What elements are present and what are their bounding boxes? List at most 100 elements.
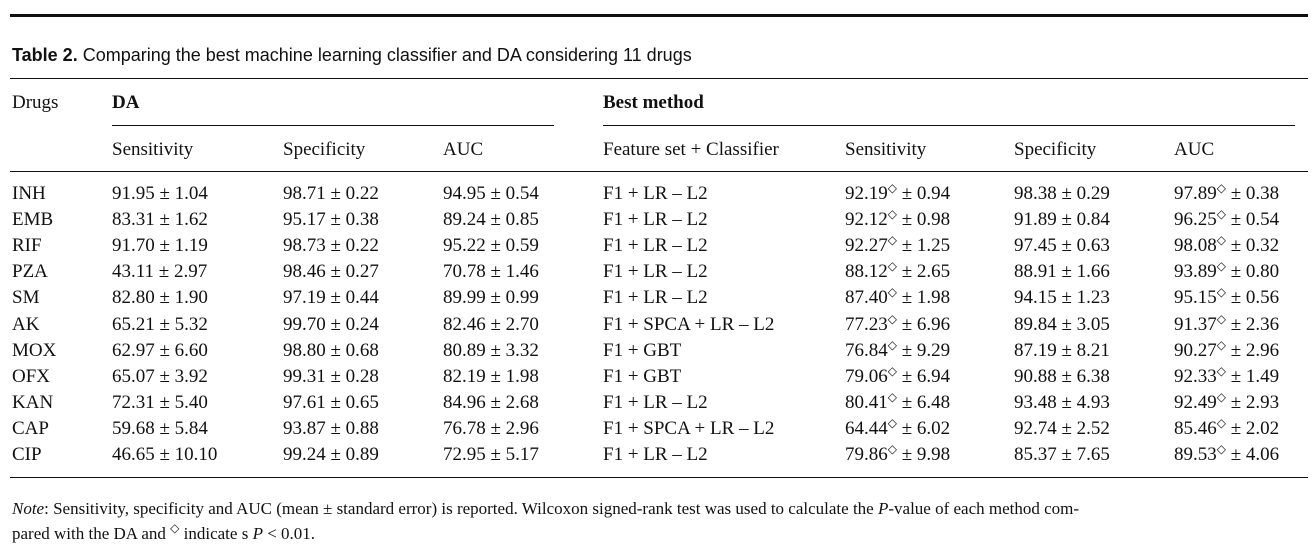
cell-da-auc: 82.46 ± 2.70 — [443, 313, 539, 335]
cell-da-sensitivity: 46.65 ± 10.10 — [112, 444, 218, 465]
cell-da-specificity: 97.19 ± 0.44 — [283, 287, 379, 309]
cell-best-specificity: 98.38 ± 0.29 — [1014, 183, 1110, 204]
note-p-symbol-2: P — [252, 524, 263, 543]
cell-da-sensitivity: 91.70 ± 1.19 — [112, 235, 208, 257]
cell-best-sensitivity-error: ± 2.65 — [896, 261, 951, 283]
note-text-1: : Sensitivity, specificity and AUC (mean… — [44, 499, 878, 518]
note-p-symbol: P — [877, 499, 889, 518]
cell-method: F1 + GBT — [603, 365, 682, 387]
header-da-specificity: Specificity — [283, 139, 366, 160]
cell-drug: RIF — [12, 235, 42, 257]
cell-best-auc: 92.49◇ ± 2.93 — [1174, 389, 1280, 414]
cell-da-auc: 80.89 ± 3.32 — [443, 339, 539, 361]
diamond-marker-icon: ◇ — [1216, 311, 1226, 326]
cell-best-auc-error: ± 2.93 — [1225, 391, 1280, 413]
cell-da-sensitivity: 62.97 ± 6.60 — [112, 339, 208, 361]
cell-drug: AK — [12, 313, 40, 335]
da-group-rule — [112, 125, 554, 126]
table-label: Table 2. — [12, 45, 78, 65]
cell-method: F1 + SPCA + LR – L2 — [603, 417, 775, 439]
note-label: Note — [12, 499, 45, 518]
cell-best-auc: 97.89◇ ± 0.38 — [1174, 181, 1280, 205]
cell-best-auc-error: ± 2.96 — [1225, 339, 1280, 361]
table-title: Comparing the best machine learning clas… — [77, 45, 692, 65]
diamond-marker-icon: ◇ — [887, 337, 897, 352]
cell-da-specificity: 95.17 ± 0.38 — [283, 209, 379, 231]
cell-best-sensitivity-value: 92.27 — [845, 235, 888, 257]
cell-best-auc: 93.89◇ ± 0.80 — [1174, 259, 1280, 283]
cell-drug: KAN — [12, 391, 54, 413]
cell-da-specificity: 99.70 ± 0.24 — [283, 313, 379, 335]
diamond-marker-icon: ◇ — [887, 442, 897, 456]
cell-da-sensitivity: 72.31 ± 5.40 — [112, 391, 208, 413]
cell-da-specificity: 99.24 ± 0.89 — [283, 444, 379, 465]
note-text-2: -value of each method com- — [888, 499, 1080, 518]
diamond-marker-icon: ◇ — [1216, 442, 1226, 456]
header-best-group: Best method — [603, 92, 704, 113]
cell-drug: CIP — [12, 444, 42, 465]
cell-best-auc: 85.46◇ ± 2.02 — [1174, 415, 1280, 440]
cell-best-sensitivity-value: 88.12 — [845, 261, 888, 283]
cell-best-auc-error: ± 0.80 — [1225, 261, 1280, 283]
diamond-marker-icon: ◇ — [1216, 181, 1226, 195]
cell-best-sensitivity-value: 87.40 — [845, 287, 888, 309]
cell-best-sensitivity: 80.41◇ ± 6.48 — [845, 389, 950, 414]
cell-drug: PZA — [12, 261, 48, 283]
cell-method: F1 + LR – L2 — [603, 391, 708, 413]
diamond-marker-icon: ◇ — [887, 233, 897, 248]
diamond-marker-icon: ◇ — [1216, 389, 1226, 404]
header-feature-classifier: Feature set + Classifier — [603, 139, 779, 160]
cell-best-specificity: 97.45 ± 0.63 — [1014, 235, 1110, 257]
cell-best-auc-value: 98.08 — [1174, 235, 1217, 257]
note-text-3: pared with the DA and — [12, 524, 171, 543]
diamond-marker-icon: ◇ — [1216, 415, 1226, 430]
cell-best-sensitivity: 76.84◇ ± 9.29 — [845, 337, 950, 362]
cell-best-auc-value: 90.27 — [1174, 339, 1217, 361]
cell-best-sensitivity: 87.40◇ ± 1.98 — [845, 286, 951, 309]
cell-method: F1 + LR – L2 — [603, 235, 708, 257]
cell-da-specificity: 98.73 ± 0.22 — [283, 235, 379, 257]
cell-best-sensitivity-value: 64.44 — [845, 417, 888, 439]
cell-da-specificity: 97.61 ± 0.65 — [283, 391, 379, 413]
cell-da-auc: 70.78 ± 1.46 — [443, 261, 539, 283]
cell-da-sensitivity: 59.68 ± 5.84 — [112, 417, 208, 439]
cell-method: F1 + LR – L2 — [603, 209, 708, 231]
diamond-marker-icon: ◇ — [887, 311, 897, 326]
header-rule — [10, 171, 1308, 172]
cell-da-auc: 94.95 ± 0.54 — [443, 183, 539, 204]
diamond-marker-icon: ◇ — [1216, 233, 1226, 248]
cell-best-sensitivity: 92.19◇ ± 0.94 — [845, 182, 950, 205]
cell-drug: SM — [12, 287, 40, 309]
cell-da-auc: 82.19 ± 1.98 — [443, 365, 539, 387]
cell-best-auc-error: ± 2.02 — [1225, 417, 1280, 439]
cell-best-sensitivity-error: ± 1.98 — [896, 287, 951, 309]
cell-best-sensitivity-value: 80.41 — [845, 391, 888, 413]
best-group-rule — [603, 125, 1295, 126]
cell-best-sensitivity-error: ± 6.94 — [896, 365, 951, 387]
cell-best-specificity: 87.19 ± 8.21 — [1014, 339, 1110, 361]
cell-da-sensitivity: 65.21 ± 5.32 — [112, 313, 208, 335]
cell-method: F1 + LR – L2 — [603, 444, 708, 465]
cell-best-auc-value: 91.37 — [1174, 313, 1217, 335]
note-text-5: < 0.01. — [262, 524, 316, 543]
cell-da-sensitivity: 91.95 ± 1.04 — [112, 183, 208, 204]
cell-best-specificity: 90.88 ± 6.38 — [1014, 365, 1110, 387]
cell-best-auc-error: ± 0.32 — [1225, 235, 1280, 257]
cell-best-auc-error: ± 0.38 — [1225, 183, 1280, 204]
cell-best-sensitivity: 92.27◇ ± 1.25 — [845, 233, 951, 257]
cell-best-auc: 89.53◇ ± 4.06 — [1174, 442, 1279, 466]
cell-da-specificity: 99.31 ± 0.28 — [283, 365, 379, 387]
cell-method: F1 + GBT — [603, 339, 682, 361]
diamond-marker-icon: ◇ — [1216, 259, 1226, 274]
cell-best-specificity: 85.37 ± 7.65 — [1014, 444, 1110, 465]
cell-best-auc: 98.08◇ ± 0.32 — [1174, 233, 1280, 257]
cell-best-sensitivity-value: 79.06 — [845, 365, 888, 387]
cell-best-auc-error: ± 1.49 — [1225, 365, 1280, 387]
cell-best-specificity: 93.48 ± 4.93 — [1014, 391, 1110, 413]
cell-best-sensitivity-error: ± 1.25 — [896, 235, 951, 257]
cell-method: F1 + LR – L2 — [603, 183, 708, 204]
cell-best-specificity: 89.84 ± 3.05 — [1014, 313, 1110, 335]
cell-drug: EMB — [12, 209, 54, 231]
diamond-marker-icon: ◇ — [887, 389, 897, 404]
cell-method: F1 + LR – L2 — [603, 261, 708, 283]
